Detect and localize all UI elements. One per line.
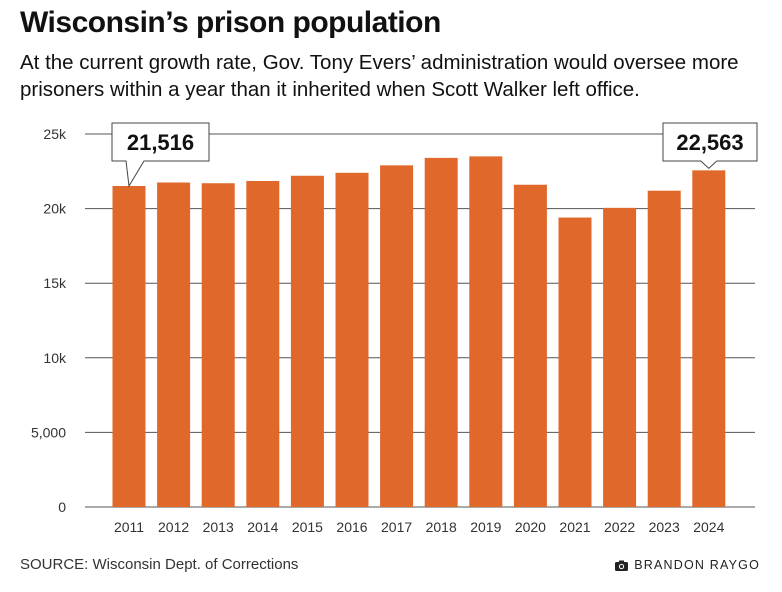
callout-box: [111, 122, 210, 188]
y-axis-ticks: 0 5,000 10k 15k 20k 25k: [31, 126, 67, 515]
x-tick-label: 2018: [426, 519, 457, 535]
bar-2019: [469, 156, 503, 507]
bar-2013: [201, 183, 235, 507]
y-tick-label: 5,000: [31, 424, 66, 440]
chart-subtitle: At the current growth rate, Gov. Tony Ev…: [20, 51, 739, 101]
y-tick-label: 20k: [43, 201, 67, 217]
x-tick-label: 2019: [470, 519, 501, 535]
bar-2015: [290, 175, 324, 507]
x-tick-label: 2012: [158, 519, 189, 535]
callout-label: 22,563: [676, 130, 743, 155]
y-tick-label: 15k: [43, 275, 67, 291]
y-tick-label: 25k: [43, 126, 67, 142]
callouts: 21,516 22,563: [111, 122, 758, 188]
bar-2024: [692, 170, 726, 507]
x-tick-label: 2020: [515, 519, 546, 535]
y-tick-label: 0: [58, 499, 66, 515]
x-tick-label: 2013: [203, 519, 234, 535]
x-tick-label: 2024: [693, 519, 724, 535]
x-tick-label: 2015: [292, 519, 323, 535]
x-tick-label: 2014: [247, 519, 278, 535]
bar-2014: [246, 180, 280, 508]
callout-2024: 22,563: [662, 122, 758, 170]
callout-box: [662, 122, 758, 170]
x-axis-ticks: 2011 2012 2013 2014 2015 2016 2017 2018 2019 2020…: [114, 519, 725, 535]
bar-2021: [558, 217, 592, 507]
callout-2011: 21,516: [111, 122, 210, 188]
chart-title: Wisconsin’s prison population: [20, 6, 441, 39]
callout-label: 21,516: [127, 130, 194, 155]
bar-2020: [513, 184, 547, 507]
x-tick-label: 2022: [604, 519, 635, 535]
camera-icon: [615, 560, 629, 571]
x-tick-label: 2021: [559, 519, 590, 535]
bar-2023: [647, 190, 681, 508]
bar-2022: [603, 207, 637, 507]
x-tick-label: 2011: [114, 519, 144, 535]
bars: [112, 156, 726, 508]
photo-credit: BRANDON RAYGO: [615, 558, 760, 572]
bar-2017: [380, 165, 414, 507]
y-tick-label: 10k: [43, 350, 67, 366]
bar-2016: [335, 172, 369, 508]
x-tick-label: 2017: [381, 519, 412, 535]
x-tick-label: 2016: [336, 519, 367, 535]
bar-2012: [157, 182, 191, 508]
bar-2011: [112, 185, 146, 508]
credit-label: BRANDON RAYGO: [634, 558, 760, 572]
x-tick-label: 2023: [649, 519, 680, 535]
bar-2018: [424, 157, 458, 507]
source-note: SOURCE: Wisconsin Dept. of Corrections: [20, 556, 299, 573]
